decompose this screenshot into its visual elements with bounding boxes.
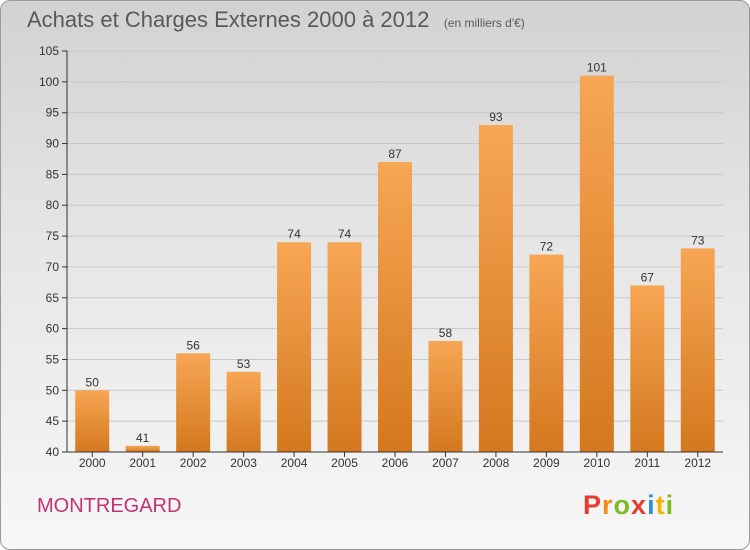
- bar-value-label: 41: [136, 431, 150, 445]
- y-tick-label: 50: [46, 383, 60, 397]
- chart-title-block: Achats et Charges Externes 2000 à 2012 (…: [27, 7, 525, 33]
- bar: [75, 390, 110, 452]
- logo-letter: t: [655, 490, 666, 520]
- x-tick-label: 2012: [684, 456, 711, 470]
- y-tick-label: 80: [46, 198, 60, 212]
- y-tick-label: 85: [46, 167, 60, 181]
- bar-value-label: 50: [86, 375, 100, 389]
- bar-value-label: 67: [641, 270, 655, 284]
- proxiti-logo: Proxiti: [583, 490, 674, 521]
- bar-value-label: 93: [489, 110, 503, 124]
- bar: [327, 242, 362, 452]
- bar-value-label: 74: [338, 227, 352, 241]
- bar: [579, 75, 614, 452]
- logo-letter: r: [602, 490, 614, 520]
- x-tick-label: 2001: [129, 456, 156, 470]
- x-tick-label: 2008: [483, 456, 510, 470]
- y-tick-label: 105: [39, 44, 59, 58]
- y-tick-label: 55: [46, 352, 60, 366]
- x-tick-label: 2011: [634, 456, 660, 470]
- y-tick-label: 65: [46, 291, 60, 305]
- y-tick-label: 75: [46, 229, 60, 243]
- bar: [428, 340, 463, 452]
- bar-value-label: 101: [587, 61, 607, 75]
- bar-value-label: 72: [540, 240, 554, 254]
- bar: [176, 353, 211, 452]
- bar: [630, 285, 665, 452]
- bar-value-label: 56: [186, 338, 200, 352]
- bar: [125, 445, 160, 452]
- y-tick-label: 40: [46, 445, 60, 459]
- y-tick-label: 95: [46, 106, 60, 120]
- x-tick-label: 2010: [583, 456, 610, 470]
- x-tick-label: 2002: [180, 456, 207, 470]
- x-tick-label: 2003: [230, 456, 257, 470]
- bar-value-label: 53: [237, 357, 251, 371]
- chart-unit: (en milliers d'€): [443, 16, 525, 30]
- bar: [680, 248, 715, 452]
- x-tick-label: 2005: [331, 456, 358, 470]
- y-tick-label: 90: [46, 137, 60, 151]
- x-tick-label: 2009: [533, 456, 560, 470]
- bar-value-label: 87: [388, 147, 402, 161]
- x-tick-label: 2000: [79, 456, 106, 470]
- bar: [529, 254, 564, 452]
- bar-value-label: 74: [287, 227, 301, 241]
- logo-letter: i: [665, 490, 675, 520]
- y-tick-label: 60: [46, 322, 60, 336]
- bar: [478, 125, 513, 453]
- bar: [226, 371, 261, 452]
- x-tick-label: 2004: [281, 456, 308, 470]
- y-tick-label: 70: [46, 260, 60, 274]
- bar-value-label: 58: [439, 326, 453, 340]
- commune-name: MONTREGARD: [37, 495, 182, 517]
- logo-letter: i: [647, 490, 656, 520]
- y-tick-label: 100: [39, 75, 59, 89]
- x-tick-label: 2007: [432, 456, 459, 470]
- logo-letter: o: [613, 490, 632, 520]
- logo-letter: x: [631, 490, 648, 520]
- bar: [277, 242, 312, 452]
- chart-title: Achats et Charges Externes 2000 à 2012: [27, 7, 430, 32]
- logo-letter: P: [583, 490, 603, 520]
- x-tick-label: 2006: [382, 456, 409, 470]
- bar: [378, 162, 412, 453]
- y-tick-label: 45: [46, 414, 60, 428]
- bar-value-label: 73: [691, 233, 705, 247]
